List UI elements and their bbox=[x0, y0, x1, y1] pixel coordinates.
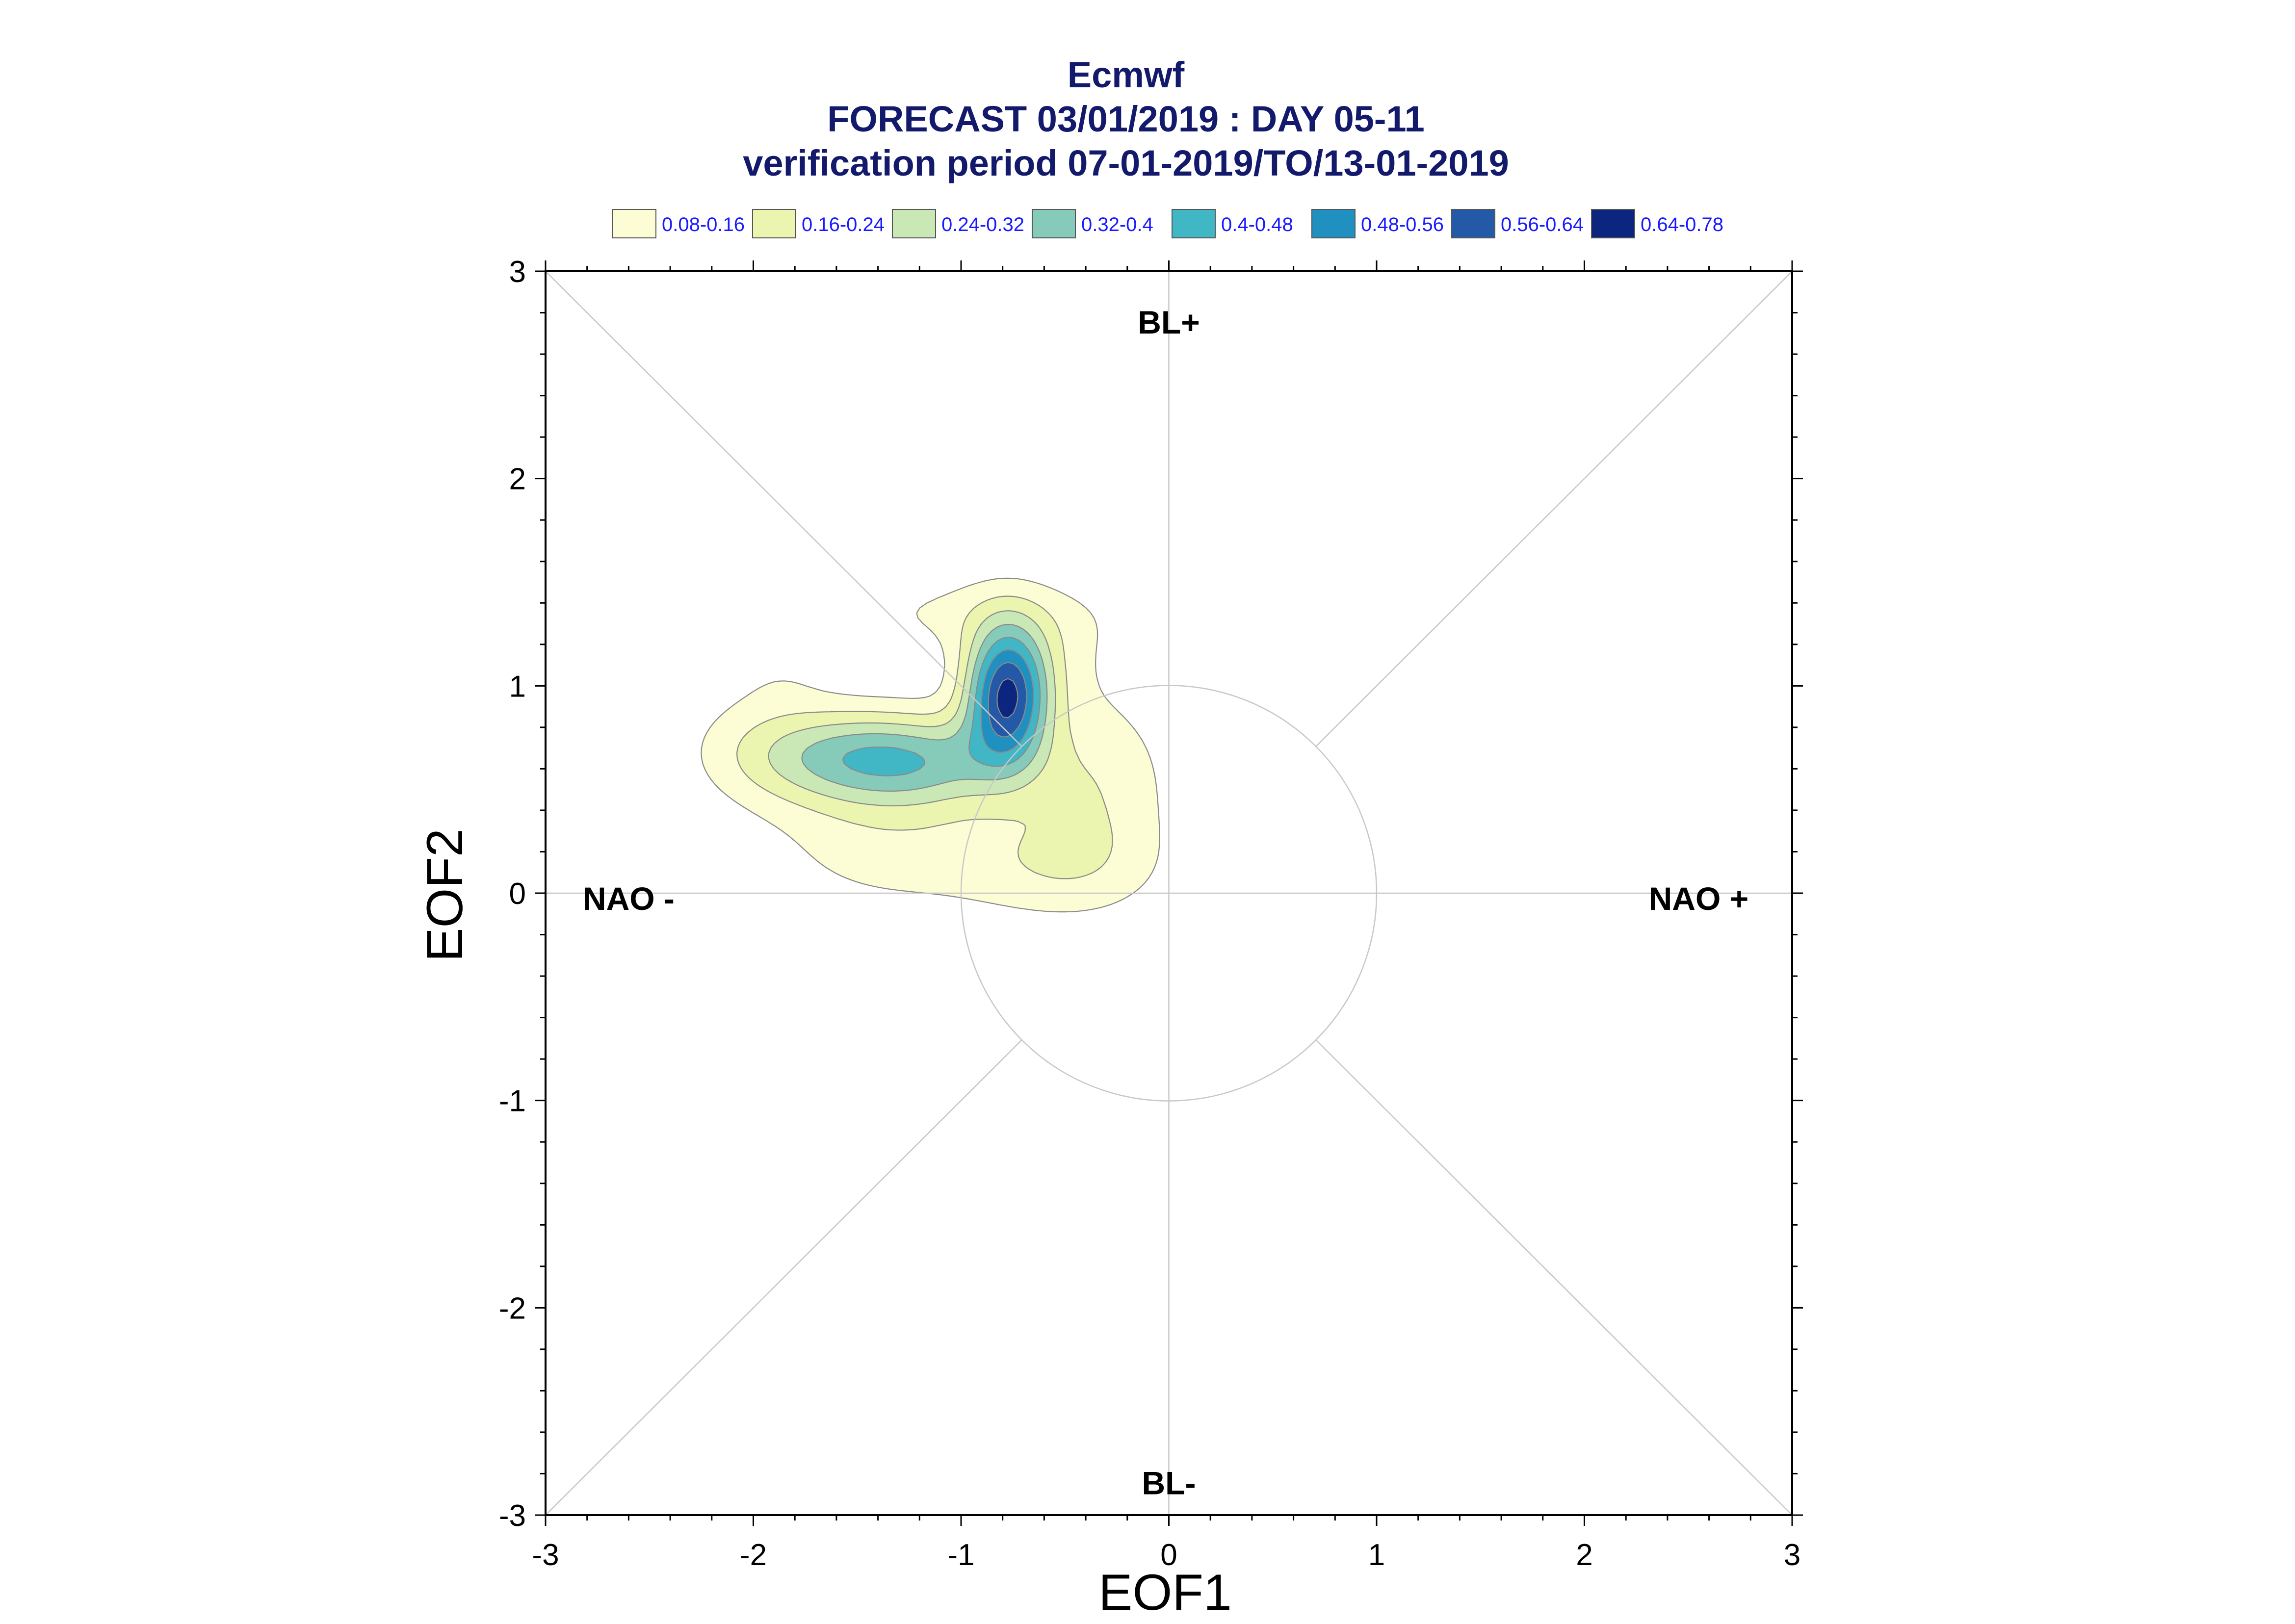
contour-line bbox=[996, 678, 1018, 719]
chart-subtitle-2: verification period 07-01-2019/TO/13-01-… bbox=[743, 143, 1509, 183]
contour-line bbox=[801, 623, 1048, 792]
legend-label: 0.24-0.32 bbox=[941, 214, 1024, 235]
y-tick-label: 2 bbox=[509, 463, 526, 496]
density-fill bbox=[628, 520, 1252, 997]
regime-label: BL- bbox=[1142, 1465, 1196, 1501]
diagonal-line bbox=[545, 1039, 1022, 1516]
y-tick-label: -3 bbox=[499, 1499, 526, 1533]
axis-ticks: -3 -2 -1 0 1 2 3 -3 -2 -1 0 1 2 3 bbox=[499, 255, 1803, 1572]
contour-line bbox=[980, 649, 1034, 753]
regime-label: NAO - bbox=[583, 880, 675, 917]
contour-line bbox=[768, 610, 1056, 806]
x-tick-label: 0 bbox=[1160, 1538, 1177, 1572]
y-tick-label: 0 bbox=[509, 877, 526, 911]
x-tick-label: -2 bbox=[740, 1538, 767, 1572]
legend: 0.08-0.16 0.16-0.24 0.24-0.32 0.32-0.4 0.4-0… bbox=[612, 209, 1723, 238]
legend-swatch bbox=[892, 209, 936, 238]
y-axis-title: EOF2 bbox=[417, 828, 473, 962]
diagonal-line bbox=[1315, 271, 1793, 748]
chart-subtitle: FORECAST 03/01/2019 : DAY 05-11 bbox=[827, 99, 1425, 139]
x-axis-title: EOF1 bbox=[1098, 1564, 1232, 1621]
regime-label: BL+ bbox=[1138, 304, 1200, 340]
regime-label: NAO + bbox=[1649, 880, 1749, 917]
legend-swatch bbox=[1311, 209, 1356, 238]
legend-label: 0.32-0.4 bbox=[1081, 214, 1153, 235]
chart-title: Ecmwf bbox=[1068, 54, 1185, 95]
legend-swatch bbox=[1172, 209, 1216, 238]
diagonal-line bbox=[1315, 1039, 1793, 1516]
y-tick-label: -1 bbox=[499, 1084, 526, 1118]
x-tick-label: 2 bbox=[1576, 1538, 1592, 1572]
contour-line bbox=[842, 637, 1041, 776]
y-tick-label: 3 bbox=[509, 255, 526, 289]
legend-swatch bbox=[752, 209, 796, 238]
regime-labels: BL+ BL- NAO - NAO + bbox=[583, 304, 1748, 1501]
contour-line bbox=[736, 595, 1113, 879]
legend-swatch bbox=[612, 209, 656, 238]
y-tick-label: 1 bbox=[509, 670, 526, 703]
legend-label: 0.48-0.56 bbox=[1361, 214, 1444, 235]
legend-swatch bbox=[1032, 209, 1076, 238]
diagonal-line bbox=[545, 271, 1022, 748]
legend-label: 0.56-0.64 bbox=[1501, 214, 1584, 235]
x-tick-label: -1 bbox=[947, 1538, 974, 1572]
plot-area: -3 -2 -1 0 1 2 3 -3 -2 -1 0 1 2 3 BL+ BL- NAO - NAO + bbox=[499, 255, 1803, 1572]
x-tick-label: -3 bbox=[532, 1538, 559, 1572]
legend-label: 0.08-0.16 bbox=[662, 214, 745, 235]
density-contours bbox=[628, 520, 1252, 997]
y-tick-label: -2 bbox=[499, 1291, 526, 1325]
reference-circle bbox=[960, 685, 1378, 1102]
contour-line bbox=[988, 662, 1027, 738]
legend-label: 0.4-0.48 bbox=[1221, 214, 1293, 235]
x-tick-label: 3 bbox=[1784, 1538, 1800, 1572]
legend-swatch bbox=[1591, 209, 1635, 238]
x-tick-label: 1 bbox=[1368, 1538, 1385, 1572]
legend-label: 0.16-0.24 bbox=[802, 214, 885, 235]
legend-swatch bbox=[1451, 209, 1495, 238]
guide-lines bbox=[545, 271, 1793, 1516]
legend-label: 0.64-0.78 bbox=[1641, 214, 1723, 235]
